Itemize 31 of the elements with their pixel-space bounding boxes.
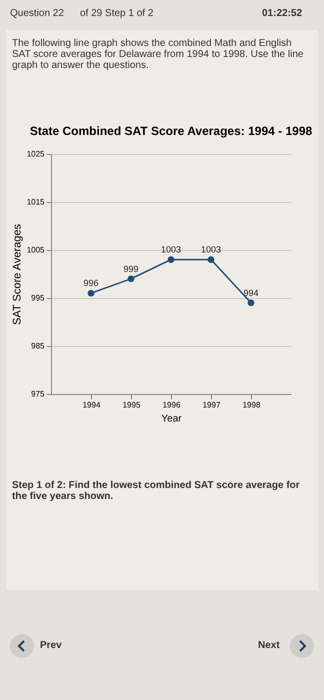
point	[168, 256, 174, 263]
y-tick-label: 1015	[26, 198, 46, 206]
y-axis-title: SAT Score Averages	[12, 224, 24, 325]
data-label: 999	[123, 264, 139, 274]
point	[128, 275, 134, 282]
x-tick-label: 1995	[122, 400, 141, 410]
text: Prev	[40, 640, 62, 651]
chart-title: State Combined SAT Score Averages: 1994 - 1998	[30, 124, 312, 138]
text: Question 22	[10, 8, 64, 19]
data-label: 1003	[200, 244, 222, 255]
x-tick-label: 1994	[82, 400, 101, 410]
x-tick-label: 1996	[162, 400, 181, 410]
data-label: 994	[243, 288, 259, 298]
y-tick-label: 1005	[26, 246, 46, 254]
x-tick-label: 1997	[202, 400, 221, 410]
text: The following line graph shows the combined Math and English SAT score averages for Delaware from 1994 to 1998. Use the line graph to answer the questions.	[12, 38, 304, 71]
text: Next	[258, 640, 280, 651]
y-tick-label: 995	[31, 294, 46, 302]
point	[208, 256, 214, 263]
point	[248, 299, 254, 306]
y-tick-label: 1025	[26, 150, 46, 158]
x-axis-title: Year	[161, 414, 182, 424]
y-tick-label: 985	[31, 342, 46, 350]
x-tick-label: 1998	[242, 400, 261, 410]
data-label: 1003	[160, 244, 182, 255]
point	[88, 290, 94, 297]
data-label: 996	[83, 278, 99, 288]
text: 01:22:52	[262, 8, 302, 19]
text: of 29 Step 1 of 2	[80, 8, 154, 19]
y-tick-label: 975	[31, 390, 46, 398]
text: Step 1 of 2: Find the lowest combined SAT score average for the five years shown.	[12, 480, 301, 502]
